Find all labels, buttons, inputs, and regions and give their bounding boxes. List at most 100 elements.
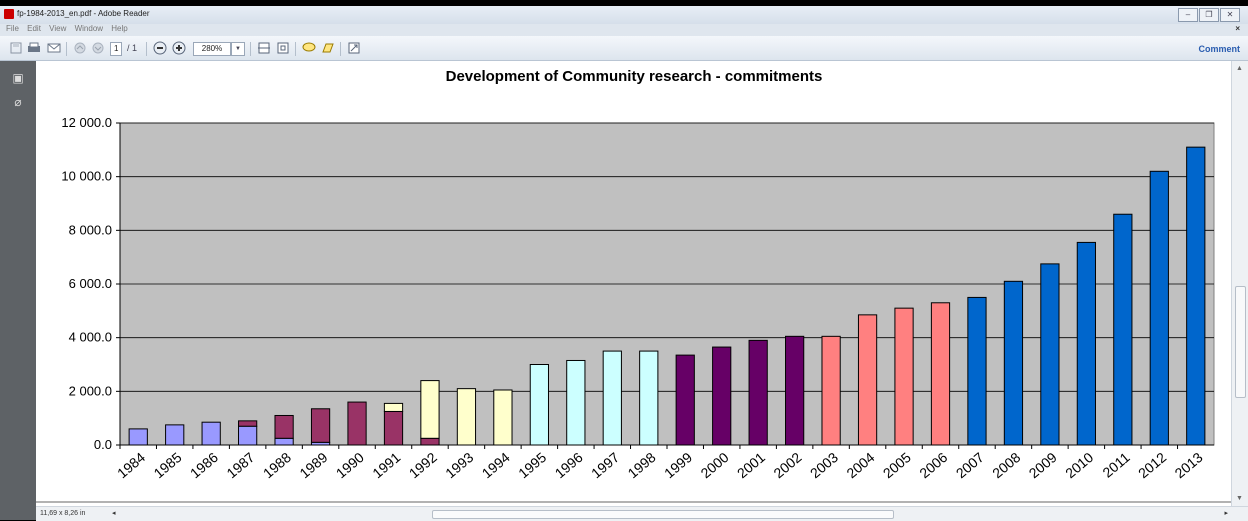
x-tick-label: 2012: [1135, 449, 1169, 481]
zoom-level-field[interactable]: 280%: [193, 42, 231, 56]
x-tick-label: 1993: [442, 449, 476, 481]
x-tick-label: 2008: [989, 449, 1023, 481]
zoom-in-icon[interactable]: [171, 40, 187, 56]
restore-button[interactable]: ❐: [1199, 8, 1219, 22]
x-tick-label: 1987: [223, 449, 257, 481]
bar-2003: [821, 335, 841, 446]
bar-2005: [894, 307, 914, 446]
x-tick-label: 1998: [625, 449, 659, 481]
pdf-app-icon: [4, 9, 14, 19]
toolbar-separator: [250, 42, 251, 56]
y-tick-label: 10 000.0: [61, 169, 112, 184]
bar-1989: [310, 408, 331, 443]
y-tick-label: 8 000.0: [69, 222, 112, 237]
bar-1994: [493, 389, 513, 446]
toolbar-separator: [340, 42, 341, 56]
previous-page-icon[interactable]: [72, 40, 88, 56]
email-icon[interactable]: [46, 40, 62, 56]
vertical-scrollbar[interactable]: ▲ ▼: [1231, 61, 1248, 506]
x-tick-label: 2013: [1172, 449, 1206, 481]
x-tick-label: 1989: [296, 449, 330, 481]
comment-pane-link[interactable]: Comment: [1198, 44, 1240, 54]
pages-panel-icon[interactable]: ▣: [12, 71, 24, 85]
save-icon[interactable]: [8, 40, 24, 56]
horizontal-scroll-thumb[interactable]: [432, 510, 894, 519]
bar-1999: [675, 354, 695, 446]
y-tick-label: 6 000.0: [69, 276, 112, 291]
bar-1997: [602, 350, 622, 446]
bar-chart: 0.0 2 000.0 4 000.0 6 000.0 8 000.0 10 000.0 1…: [36, 115, 1232, 503]
bar-2000: [712, 346, 732, 446]
x-tick-label: 1994: [479, 449, 513, 481]
bar-1991: [383, 402, 404, 412]
bar-1987: [238, 425, 258, 446]
x-tick-label: 2000: [697, 449, 731, 481]
zoom-dropdown-chevron-icon[interactable]: ▼: [231, 42, 245, 56]
window-controls: – ❐ ✕: [1178, 8, 1240, 22]
attachments-paperclip-icon[interactable]: ⌀: [14, 95, 22, 109]
y-tick-label: 12 000.0: [61, 115, 112, 130]
x-tick-label: 1996: [552, 449, 586, 481]
bar-1992: [420, 437, 440, 446]
x-tick-label: 2004: [843, 449, 877, 481]
scroll-left-arrow-icon[interactable]: ◂: [112, 510, 116, 517]
bar-2001: [748, 339, 768, 446]
zoom-out-icon[interactable]: [152, 40, 168, 56]
menu-view[interactable]: View: [49, 24, 67, 33]
x-tick-label: 1995: [515, 449, 549, 481]
next-page-icon[interactable]: [90, 40, 106, 56]
bar-2011: [1113, 213, 1133, 446]
x-tick-label: 1992: [406, 449, 440, 481]
menu-edit[interactable]: Edit: [27, 24, 41, 33]
menu-file[interactable]: File: [6, 24, 19, 33]
chart-title: Development of Community research - comm…: [445, 68, 823, 85]
menu-window[interactable]: Window: [74, 24, 104, 33]
x-tick-label: 1984: [114, 449, 148, 481]
x-tick-label: 2007: [953, 449, 987, 481]
bar-1992: [420, 380, 440, 439]
fit-page-icon[interactable]: [275, 40, 291, 56]
x-tick-label: 1986: [187, 449, 221, 481]
bar-2007: [967, 296, 987, 446]
page-number-input[interactable]: 1: [110, 42, 123, 56]
x-tick-label: 2001: [734, 449, 768, 481]
toolbar: 1 / 1 280% ▼ Comment: [0, 36, 1248, 61]
bar-2009: [1040, 263, 1060, 446]
bar-1986: [201, 421, 221, 446]
sticky-note-icon[interactable]: [301, 40, 317, 56]
close-document-icon[interactable]: ×: [1235, 24, 1240, 33]
bar-2013: [1186, 146, 1206, 446]
menu-bar: File Edit View Window Help ×: [0, 24, 1248, 36]
menu-help[interactable]: Help: [111, 24, 128, 33]
bar-1988: [274, 437, 294, 446]
fit-width-icon[interactable]: [256, 40, 272, 56]
bar-1998: [639, 350, 659, 446]
x-tick-label: 1985: [150, 449, 184, 481]
scroll-right-arrow-icon[interactable]: ▸: [1224, 510, 1228, 517]
x-tick-label: 1990: [333, 449, 367, 481]
toolbar-separator: [66, 42, 67, 56]
scroll-down-arrow-icon[interactable]: ▼: [1236, 495, 1243, 502]
expand-icon[interactable]: [346, 40, 362, 56]
x-tick-label: 1991: [369, 449, 403, 481]
x-tick-label: 2003: [807, 449, 841, 481]
toolbar-separator: [146, 42, 147, 56]
x-tick-label: 2005: [880, 449, 914, 481]
y-tick-label: 0.0: [94, 437, 112, 452]
bar-1990: [347, 401, 367, 446]
bar-2002: [785, 335, 805, 446]
scroll-up-arrow-icon[interactable]: ▲: [1236, 65, 1243, 72]
print-icon[interactable]: [26, 40, 42, 56]
toolbar-separator: [295, 42, 296, 56]
bar-2012: [1149, 170, 1169, 446]
bar-1984: [128, 428, 148, 446]
close-window-button[interactable]: ✕: [1220, 8, 1240, 22]
bar-1988: [274, 414, 294, 439]
y-tick-label: 4 000.0: [69, 330, 112, 345]
bar-1995: [529, 364, 549, 446]
x-tick-label: 2002: [770, 449, 804, 481]
x-tick-label: 2010: [1062, 449, 1096, 481]
highlight-icon[interactable]: [320, 40, 336, 56]
minimize-button[interactable]: –: [1178, 8, 1198, 22]
vertical-scroll-thumb[interactable]: [1235, 286, 1246, 398]
